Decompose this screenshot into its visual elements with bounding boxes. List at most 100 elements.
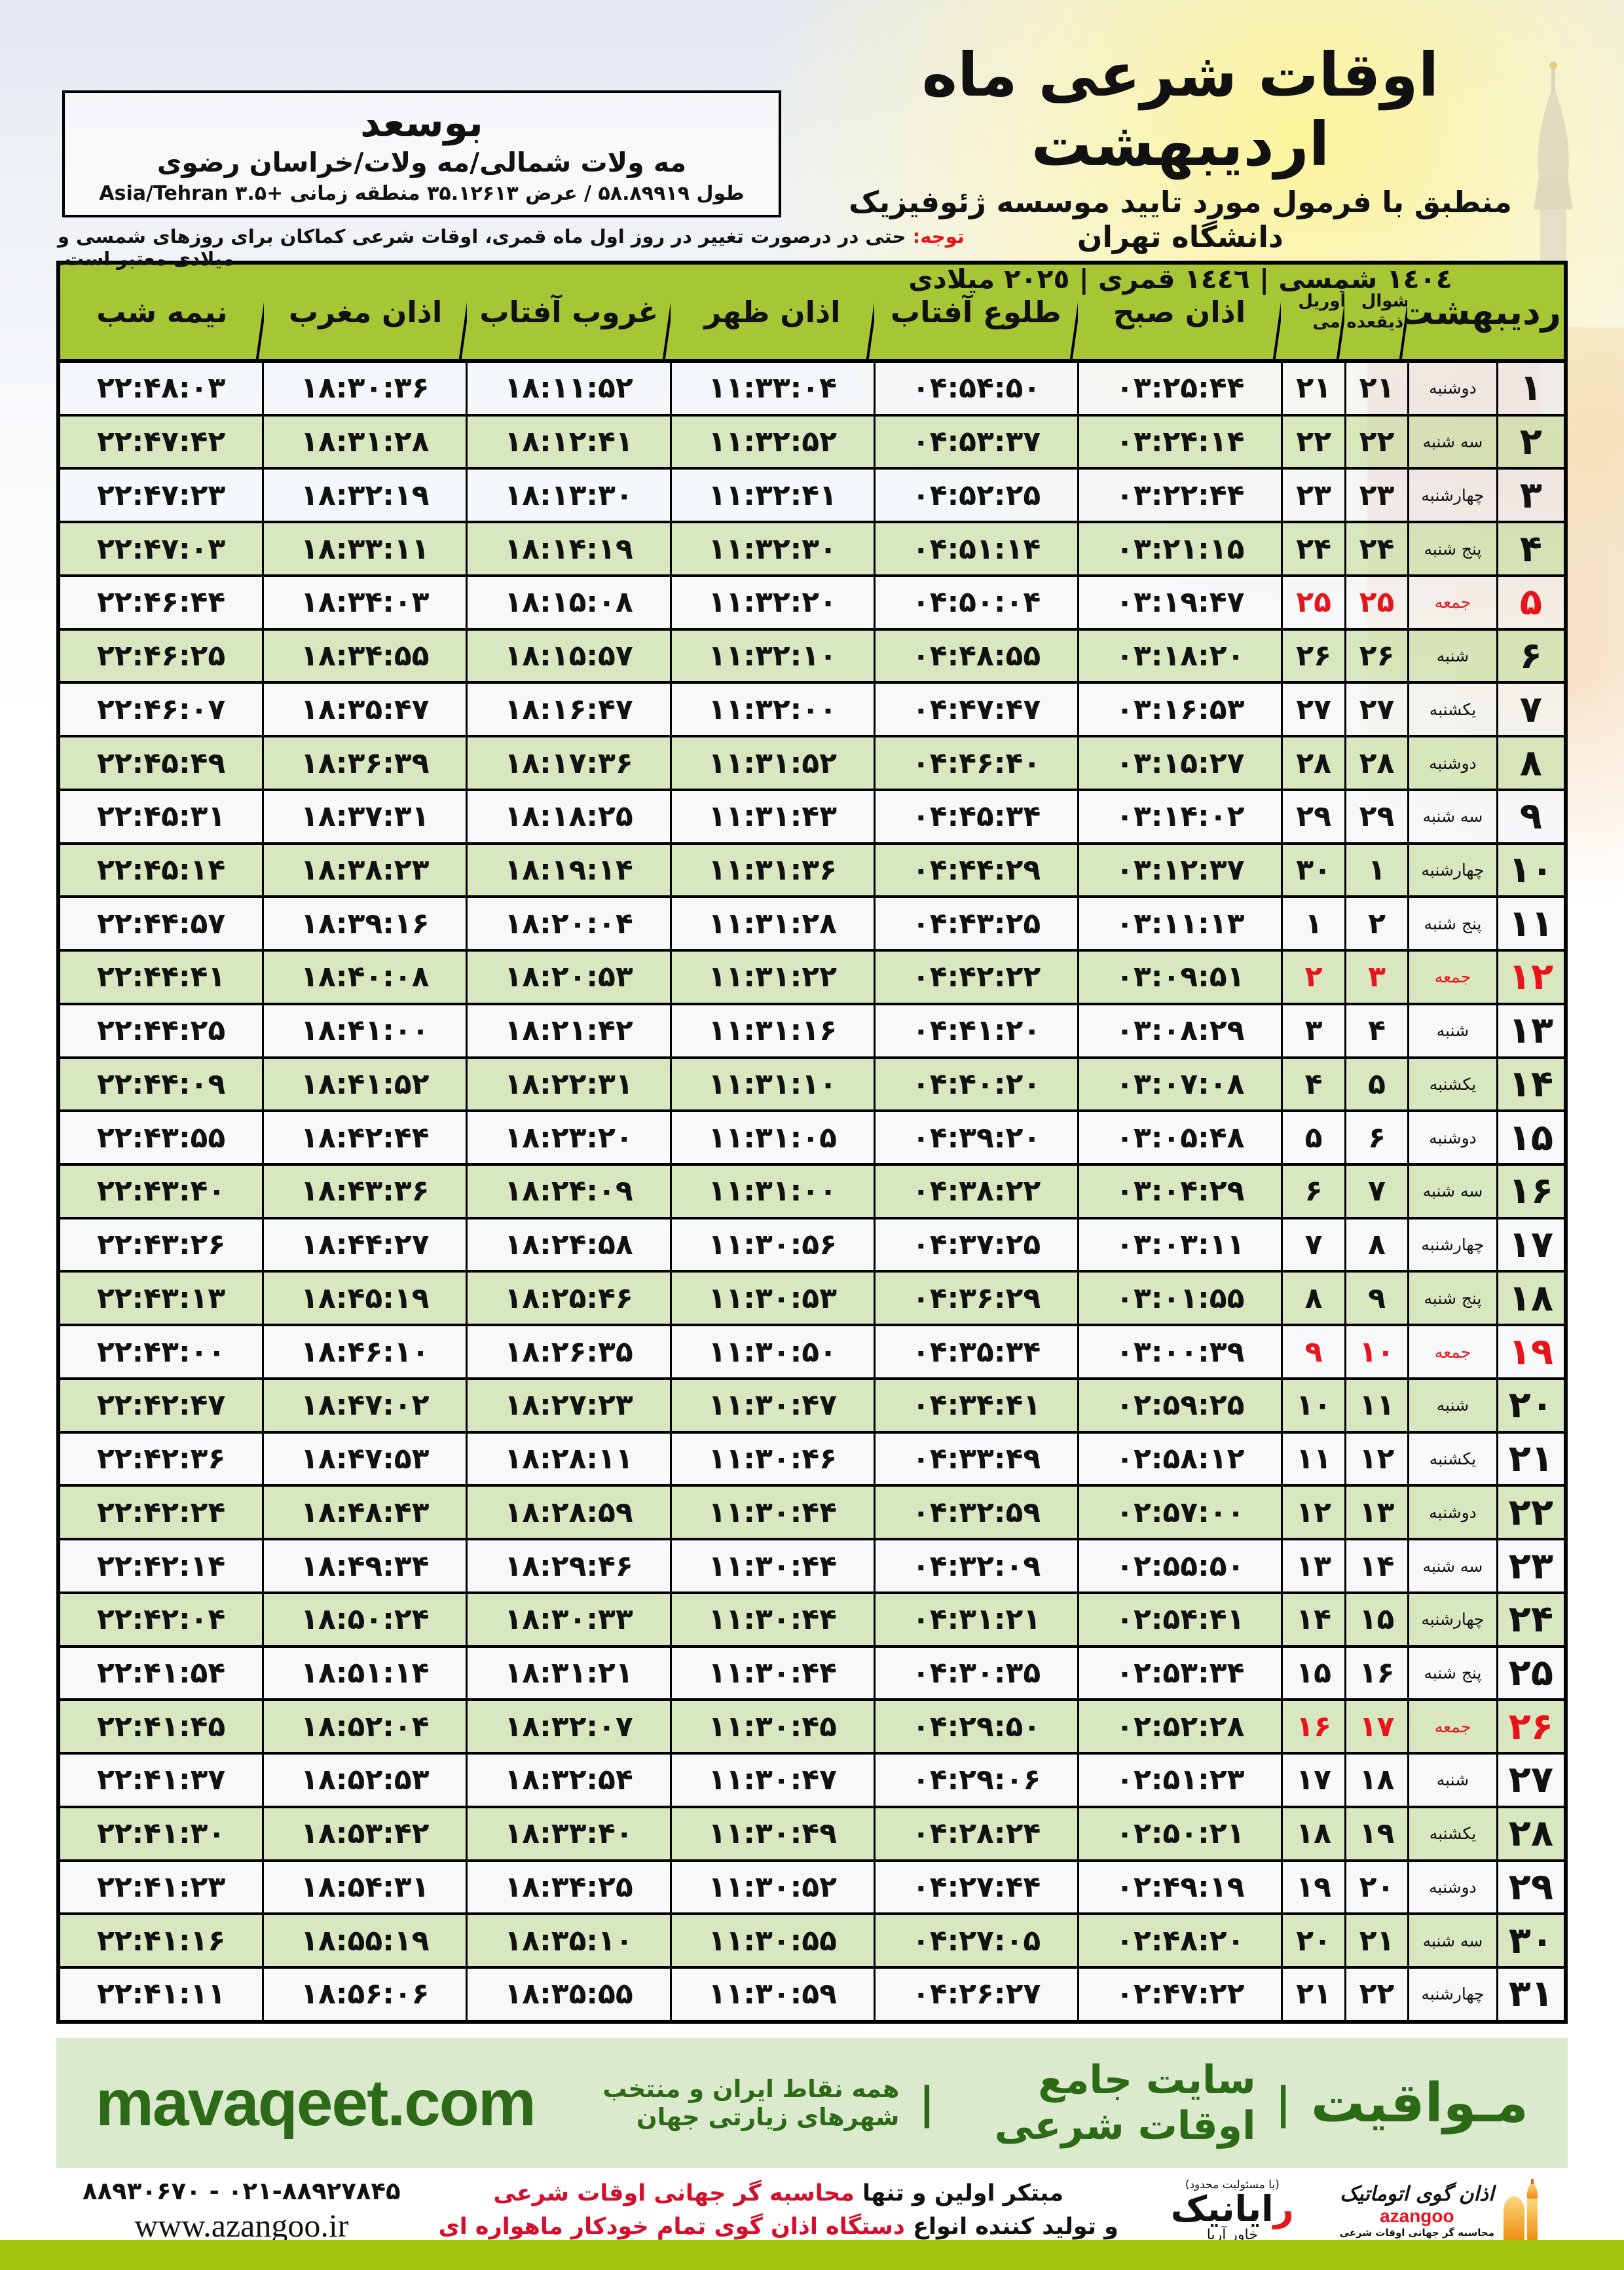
- table-row: ۲۰ شنبه ۱۱ ۱۰ ۰۲:۵۹:۲۵ ۰۴:۳۴:۴۱ ۱۱:۳۰:۴۷ ۱۸:۲۷:…: [60, 1377, 1564, 1431]
- sunset-time: ۱۸:۳۵:۵۵: [466, 1969, 670, 2020]
- miladi-date: ۲۱: [1281, 1969, 1344, 2020]
- midnight-time: ۲۲:۴۷:۲۳: [60, 470, 263, 521]
- maker-line-1: مبتکر اولین و تنها محاسبه گر جهانی اوقات…: [439, 2177, 1118, 2210]
- qamari-date: ۲۱: [1344, 363, 1408, 414]
- maghrib-time: ۱۸:۴۱:۵۲: [262, 1058, 466, 1110]
- header-midnight: نیمه شب: [60, 265, 264, 359]
- azangoo-latin-name: azangoo: [1380, 2206, 1454, 2226]
- sunrise-time: ۰۴:۴۳:۲۵: [873, 898, 1078, 950]
- midnight-time: ۲۲:۴۱:۴۵: [60, 1701, 263, 1753]
- sunrise-time: ۰۴:۲۹:۰۶: [873, 1755, 1078, 1806]
- dhuhr-time: ۱۱:۳۰:۵۲: [669, 1861, 874, 1913]
- weekday: شنبه: [1407, 1005, 1496, 1056]
- dhuhr-time: ۱۱:۳۰:۵۵: [669, 1915, 874, 1967]
- midnight-time: ۲۲:۴۱:۵۴: [60, 1647, 263, 1699]
- day-number: ۸: [1496, 737, 1564, 789]
- fajr-time: ۰۳:۰۴:۲۹: [1077, 1166, 1282, 1217]
- table-row: ۹ سه شنبه ۲۹ ۲۹ ۰۳:۱۴:۰۲ ۰۴:۴۵:۳۴ ۱۱:۳۱:۴۳ ۱۸:۱…: [60, 788, 1564, 842]
- dhuhr-time: ۱۱:۳۱:۰۵: [669, 1112, 874, 1164]
- miladi-date: ۱۳: [1281, 1540, 1344, 1591]
- qamari-date: ۱۷: [1344, 1701, 1408, 1753]
- midnight-time: ۲۲:۴۲:۰۴: [60, 1593, 263, 1645]
- weekday: دوشنبه: [1407, 737, 1496, 789]
- day-number: ۲۳: [1496, 1540, 1564, 1591]
- azangoo-subtitle: محاسبه گر جهانی اوقات شرعی: [1339, 2227, 1494, 2239]
- day-number: ۲۴: [1496, 1593, 1564, 1645]
- table-row: ۱۸ پنج شنبه ۹ ۸ ۰۳:۰۱:۵۵ ۰۴:۳۶:۲۹ ۱۱:۳۰:۵۳ ۱۸:۲…: [60, 1270, 1564, 1324]
- dhuhr-time: ۱۱:۳۲:۴۱: [669, 470, 874, 521]
- coordinates-line: طول ۵۸.۸۹۹۱۹ / عرض ۳۵.۱۲۶۱۳ منطقه زمانی …: [99, 181, 745, 205]
- miladi-date: ۳: [1281, 1005, 1344, 1056]
- day-number: ۲۹: [1496, 1861, 1564, 1913]
- maghrib-time: ۱۸:۳۶:۳۹: [262, 737, 466, 789]
- azangoo-logo: اذان گوی اتوماتیک azangoo محاسبه گر جهان…: [1340, 2179, 1541, 2242]
- qamari-date: ۲۱: [1344, 1915, 1408, 1967]
- table-row: ۱۵ دوشنبه ۶ ۵ ۰۳:۰۵:۴۸ ۰۴:۳۹:۲۰ ۱۱:۳۱:۰۵ ۱۸:۲۳:…: [60, 1109, 1564, 1164]
- header-fajr: اذان صبح: [1078, 265, 1282, 359]
- location-box: بوسعد مه ولات شمالی/مه ولات/خراسان رضوی …: [62, 90, 781, 217]
- qamari-date: ۱۰: [1344, 1326, 1408, 1377]
- notice-text: حتی در درصورت تغییر در روز اول ماه قمری،…: [58, 225, 906, 270]
- qamari-date: ۲۳: [1344, 470, 1408, 521]
- region-name: مه ولات شمالی/مه ولات/خراسان رضوی: [157, 146, 687, 178]
- fajr-time: ۰۲:۴۸:۲۰: [1077, 1915, 1282, 1967]
- qamari-date: ۱۸: [1344, 1755, 1408, 1806]
- midnight-time: ۲۲:۴۵:۳۱: [60, 791, 263, 842]
- day-number: ۱۷: [1496, 1219, 1564, 1271]
- miladi-date: ۲۲: [1281, 416, 1344, 468]
- maghrib-time: ۱۸:۳۳:۱۱: [262, 523, 466, 574]
- maghrib-time: ۱۸:۴۳:۳۶: [262, 1166, 466, 1217]
- weekday: یکشنبه: [1407, 1058, 1496, 1110]
- maker-line1-black: مبتکر اولین و تنها: [854, 2180, 1064, 2207]
- day-number: ۲۸: [1496, 1808, 1564, 1859]
- table-row: ۱ دوشنبه ۲۱ ۲۱ ۰۳:۲۵:۴۴ ۰۴:۵۴:۵۰ ۱۱:۳۳:۰۴ ۱۸:۱۱…: [60, 363, 1564, 414]
- table-row: ۱۰ چهارشنبه ۱ ۳۰ ۰۳:۱۲:۳۷ ۰۴:۴۴:۲۹ ۱۱:۳۱:۳۶ ۱۸:…: [60, 842, 1564, 896]
- miladi-date: ۲۳: [1281, 470, 1344, 521]
- table-row: ۲۸ یکشنبه ۱۹ ۱۸ ۰۲:۵۰:۲۱ ۰۴:۲۸:۲۴ ۱۱:۳۰:۴۹ ۱۸:۳…: [60, 1805, 1564, 1859]
- sunset-time: ۱۸:۲۰:۵۳: [466, 952, 670, 1003]
- qamari-date: ۱۵: [1344, 1593, 1408, 1645]
- weekday: یکشنبه: [1407, 684, 1496, 735]
- table-header: اردیبهشت شوال ذیقعده آوریل می اذان صبح ط…: [60, 265, 1564, 363]
- maghrib-time: ۱۸:۳۰:۳۶: [262, 363, 466, 414]
- midnight-time: ۲۲:۴۳:۰۰: [60, 1326, 263, 1377]
- qamari-date: ۷: [1344, 1166, 1408, 1217]
- dhuhr-time: ۱۱:۳۰:۴۷: [669, 1379, 874, 1431]
- maghrib-time: ۱۸:۵۶:۰۶: [262, 1969, 466, 2020]
- day-number: ۱: [1496, 363, 1564, 414]
- dhuhr-time: ۱۱:۳۲:۰۰: [669, 684, 874, 735]
- day-number: ۳۰: [1496, 1915, 1564, 1967]
- midnight-time: ۲۲:۴۷:۴۲: [60, 416, 263, 468]
- maghrib-time: ۱۸:۴۶:۱۰: [262, 1326, 466, 1377]
- day-number: ۲۷: [1496, 1755, 1564, 1806]
- day-number: ۴: [1496, 523, 1564, 574]
- midnight-time: ۲۲:۴۶:۲۵: [60, 630, 263, 682]
- header-dhuhr: اذان ظهر: [671, 265, 874, 359]
- sunrise-time: ۰۴:۵۳:۳۷: [873, 416, 1078, 468]
- dhuhr-time: ۱۱:۳۰:۴۴: [669, 1540, 874, 1591]
- table-row: ۲۹ دوشنبه ۲۰ ۱۹ ۰۲:۴۹:۱۹ ۰۴:۲۷:۴۴ ۱۱:۳۰:۵۲ ۱۸:۳…: [60, 1859, 1564, 1913]
- city-name: بوسعد: [360, 100, 483, 146]
- fajr-time: ۰۳:۰۱:۵۵: [1077, 1273, 1282, 1324]
- day-number: ۹: [1496, 791, 1564, 842]
- day-number: ۷: [1496, 684, 1564, 735]
- weekday: جمعه: [1407, 1701, 1496, 1753]
- maghrib-time: ۱۸:۴۹:۳۴: [262, 1540, 466, 1591]
- sunset-time: ۱۸:۲۰:۰۴: [466, 898, 670, 950]
- header-month-label: اردیبهشت: [1407, 291, 1564, 333]
- table-row: ۲۳ سه شنبه ۱۴ ۱۳ ۰۲:۵۵:۵۰ ۰۴:۳۲:۰۹ ۱۱:۳۰:۴۴ ۱۸:…: [60, 1538, 1564, 1591]
- sunrise-time: ۰۴:۳۵:۳۴: [873, 1326, 1078, 1377]
- sunset-time: ۱۸:۲۳:۲۰: [466, 1112, 670, 1164]
- qamari-date: ۲۶: [1344, 630, 1408, 682]
- midnight-time: ۲۲:۴۱:۳۷: [60, 1755, 263, 1806]
- miladi-date: ۱۴: [1281, 1593, 1344, 1645]
- table-row: ۱۲ جمعه ۳ ۲ ۰۳:۰۹:۵۱ ۰۴:۴۲:۲۲ ۱۱:۳۱:۲۲ ۱۸:۲۰:۵۳…: [60, 949, 1564, 1003]
- website-url: www.azangoo.ir: [134, 2206, 349, 2244]
- sunset-time: ۱۸:۳۳:۴۰: [466, 1808, 670, 1859]
- day-number: ۱۴: [1496, 1058, 1564, 1110]
- dhuhr-time: ۱۱:۳۰:۴۹: [669, 1808, 874, 1859]
- weekday: یکشنبه: [1407, 1433, 1496, 1485]
- sunrise-time: ۰۴:۳۱:۲۱: [873, 1593, 1078, 1645]
- midnight-time: ۲۲:۴۴:۴۱: [60, 952, 263, 1003]
- sunrise-time: ۰۴:۲۹:۵۰: [873, 1701, 1078, 1753]
